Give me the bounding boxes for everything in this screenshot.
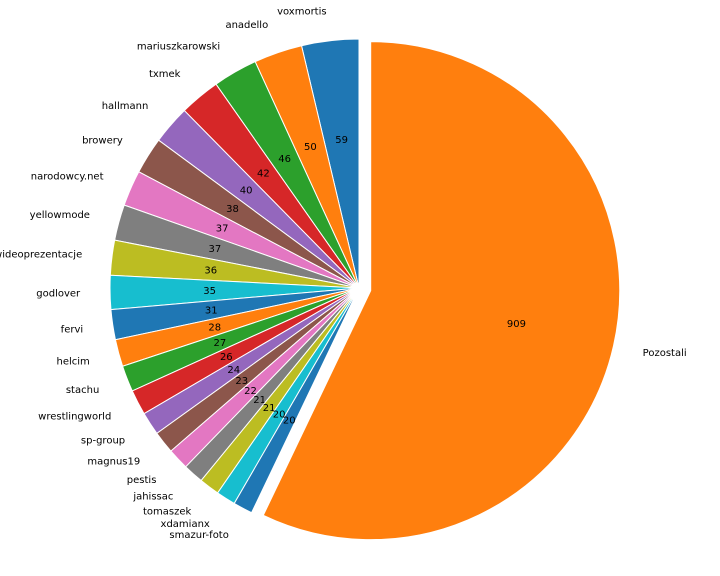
pie-slice-smazur-foto	[233, 287, 360, 514]
slice-label-fervi: fervi	[61, 325, 83, 336]
slice-value-xdamianx: 20	[273, 410, 286, 421]
slice-value-sp-group: 24	[227, 365, 240, 376]
slice-value-yellowmode: 37	[209, 244, 222, 255]
slice-label-anadello: anadello	[225, 20, 268, 31]
slice-label-txmek: txmek	[149, 69, 181, 80]
slice-value-tomaszek: 21	[263, 403, 276, 414]
slice-value-jahissac: 21	[253, 395, 266, 406]
slice-label-wrestlingworld: wrestlingworld	[38, 412, 111, 423]
slice-value-stachu: 27	[214, 338, 227, 349]
slice-label-stachu: stachu	[66, 385, 99, 396]
slice-value-anadello: 50	[304, 142, 317, 153]
slice-value-txmek: 42	[257, 169, 270, 180]
slice-value-wrestlingworld: 26	[220, 352, 233, 363]
slice-value-fervi: 31	[205, 306, 218, 317]
slice-label-jahissac: jahissac	[132, 492, 173, 503]
slice-value-magnus19: 23	[235, 376, 248, 387]
slice-value-hallmann: 40	[240, 186, 253, 197]
slice-label-godlover: godlover	[36, 288, 81, 299]
slice-value-browery: 38	[226, 204, 239, 215]
slice-value-godlover: 35	[203, 286, 216, 297]
slice-value-voxmortis: 59	[335, 135, 348, 146]
slice-value-narodowcy-net: 37	[216, 224, 229, 235]
slice-value-smazur-foto: 20	[283, 416, 296, 427]
slice-label-magnus19: magnus19	[87, 456, 140, 467]
slice-label-yellowmode: yellowmode	[30, 210, 90, 221]
slice-label-narodowcy-net: narodowcy.net	[31, 172, 104, 183]
slice-label-sp-group: sp-group	[81, 435, 125, 446]
slice-value-wideoprezentacje: 36	[204, 265, 217, 276]
slice-label-smazur-foto: smazur-foto	[169, 530, 228, 541]
slice-label-helcim: helcim	[57, 356, 90, 367]
slice-label-pestis: pestis	[127, 475, 157, 486]
slice-label-voxmortis: voxmortis	[277, 7, 327, 18]
slice-label-xdamianx: xdamianx	[161, 519, 210, 530]
slice-value-mariuszkarowski: 46	[278, 154, 291, 165]
pie-slice-pozostali	[262, 41, 621, 541]
slice-value-helcim: 28	[208, 323, 221, 334]
slice-value-pozostali: 909	[507, 319, 526, 330]
slice-value-pestis: 22	[244, 386, 257, 397]
slice-label-pozostali: Pozostali	[643, 348, 687, 359]
slice-label-hallmann: hallmann	[102, 101, 149, 112]
slice-label-tomaszek: tomaszek	[143, 506, 192, 517]
slice-label-wideoprezentacje: wideoprezentacje	[0, 249, 82, 260]
slice-label-mariuszkarowski: mariuszkarowski	[137, 42, 220, 53]
slice-label-browery: browery	[82, 135, 123, 146]
